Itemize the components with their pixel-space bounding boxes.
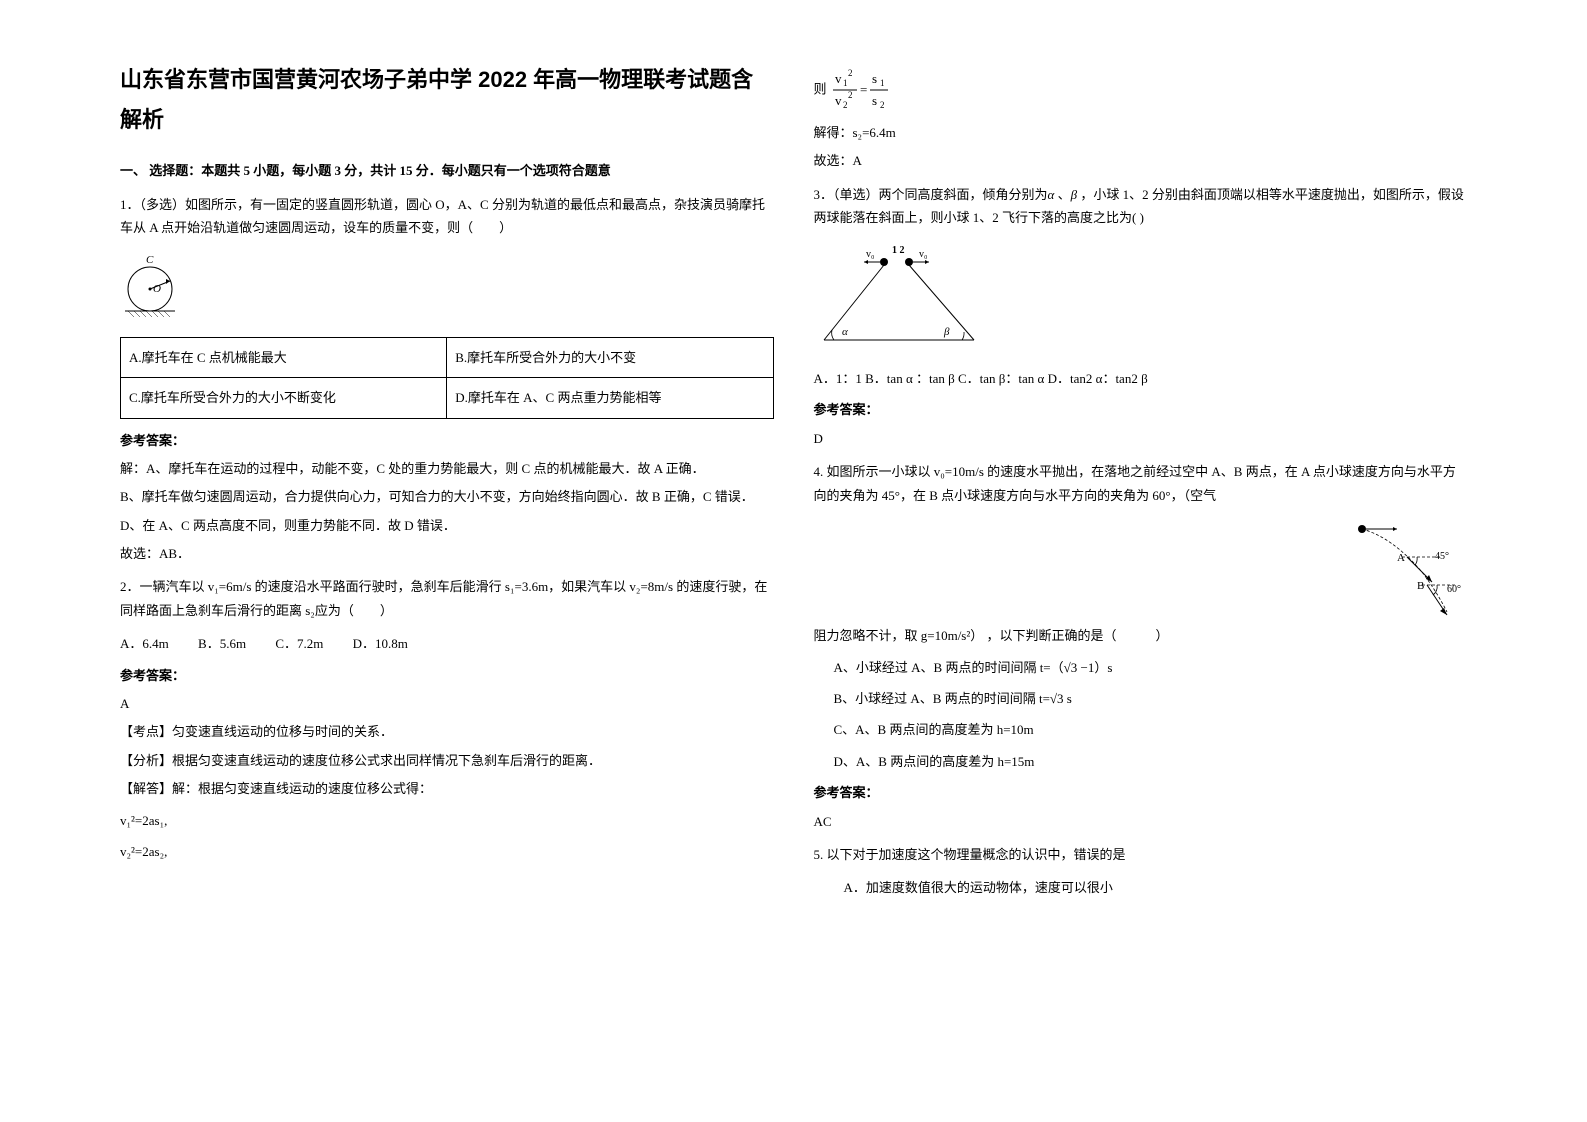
svg-text:v₀: v₀ <box>866 249 875 260</box>
answer-label: 参考答案： <box>120 664 774 687</box>
svg-text:s: s <box>872 93 877 108</box>
q4-optC: C、A、B 两点间的高度差为 h=10m <box>814 718 1468 741</box>
section-header: 一、 选择题：本题共 5 小题，每小题 3 分，共计 15 分．每小题只有一个选… <box>120 159 774 182</box>
svg-text:1 2: 1 2 <box>892 245 905 256</box>
svg-text:=: = <box>860 82 867 97</box>
q2-optB: B．5.6m <box>198 636 246 651</box>
svg-text:β: β <box>943 326 950 338</box>
q4-optD: D、A、B 两点间的高度差为 h=15m <box>814 750 1468 773</box>
svg-text:O: O <box>153 283 161 295</box>
svg-text:v: v <box>835 93 842 108</box>
svg-text:2: 2 <box>843 100 848 110</box>
q4-answer: AC <box>814 810 1468 833</box>
svg-text:v₀: v₀ <box>919 249 928 260</box>
svg-text:B: B <box>1417 580 1424 592</box>
question-1: 1．（多选）如图所示，有一固定的竖直圆形轨道，圆心 O，A、C 分别为轨道的最低… <box>120 193 774 240</box>
opt-label: A <box>129 350 138 365</box>
svg-text:2: 2 <box>848 90 853 100</box>
q2-formula1: v₁²=2as₁, <box>120 809 774 832</box>
svg-text:1: 1 <box>880 78 885 88</box>
answer-label: 参考答案： <box>120 429 774 452</box>
q2-point: 【考点】匀变速直线运动的位移与时间的关系． <box>120 720 774 743</box>
q2-optA: A．6.4m <box>120 636 169 651</box>
q2-optC: C．7.2m <box>275 636 323 651</box>
svg-text:s: s <box>872 71 877 86</box>
q3-answer: D <box>814 427 1468 450</box>
q2-conclusion: 故选：A <box>814 149 1468 172</box>
q2-formula3: 则 v12 v22 = s1 s2 <box>814 68 1468 113</box>
q4-optB: B、小球经过 A、B 两点的时间间隔 t=√3 s <box>814 687 1468 710</box>
q2-analysis: 【分析】根据匀变速直线运动的速度位移公式求出同样情况下急刹车后滑行的距离． <box>120 749 774 772</box>
svg-text:45°: 45° <box>1435 551 1449 562</box>
projectile-diagram: A 45° B 60° <box>1347 517 1467 624</box>
q1-optA: 摩托车在 C 点机械能最大 <box>142 350 287 365</box>
q3-options: A．1：1 B．tan α ：tan β C．tan β：tan α D．tan… <box>814 367 1468 390</box>
formula-prefix: 则 <box>814 81 827 96</box>
question-3: 3．（单选）两个同高度斜面，倾角分别为α 、β ，小球 1、2 分别由斜面顶端以… <box>814 183 1468 230</box>
q3-text-p2: 、 <box>1058 187 1071 202</box>
q1-optC: 摩托车所受合外力的大小不断变化 <box>141 390 336 405</box>
svg-text:v: v <box>835 71 842 86</box>
q4-text2: 阻力忽略不计，取 g=10m/s²） ，以下判断正确的是（ ） <box>814 624 1468 647</box>
document-title: 山东省东营市国营黄河农场子弟中学 2022 年高一物理联考试题含解析 <box>120 60 774 139</box>
q1-explain2: B、摩托车做匀速圆周运动，合力提供向心力，可知合力的大小不变，方向始终指向圆心．… <box>120 485 774 508</box>
svg-text:60°: 60° <box>1447 584 1461 595</box>
q2-answer: A <box>120 692 774 715</box>
q2-formula2: v₂²=2as₂, <box>120 840 774 863</box>
question-4: 4. 如图所示一小球以 v₀=10m/s 的速度水平抛出，在落地之前经过空中 A… <box>814 460 1468 507</box>
triangle-diagram: α β v₀ v₀ 1 2 <box>814 240 1468 357</box>
q1-optB: 摩托车所受合外力的大小不变 <box>467 350 636 365</box>
question-2: 2．一辆汽车以 v₁=6m/s 的速度沿水平路面行驶时，急刹车后能滑行 s₁=3… <box>120 575 774 622</box>
svg-text:1: 1 <box>843 78 848 88</box>
q2-solve: 【解答】解：根据匀变速直线运动的速度位移公式得： <box>120 777 774 800</box>
question-5: 5. 以下对于加速度这个物理量概念的认识中，错误的是 <box>814 843 1468 866</box>
svg-text:A: A <box>1397 552 1405 564</box>
svg-text:2: 2 <box>848 68 853 78</box>
opt-label: D <box>455 390 464 405</box>
q4-optA: A、小球经过 A、B 两点的时间间隔 t=（√3 −1）s <box>814 656 1468 679</box>
q2-options: A．6.4m B．5.6m C．7.2m D．10.8m <box>120 632 774 655</box>
q1-explain3: D、在 A、C 两点高度不同，则重力势能不同．故 D 错误． <box>120 514 774 537</box>
q1-options-table: A.摩托车在 C 点机械能最大 B.摩托车所受合外力的大小不变 C.摩托车所受合… <box>120 337 774 419</box>
opt-label: B <box>455 350 464 365</box>
q1-explain1: 解：A、摩托车在运动的过程中，动能不变，C 处的重力势能最大，则 C 点的机械能… <box>120 457 774 480</box>
q2-optD: D．10.8m <box>353 636 408 651</box>
svg-text:2: 2 <box>880 100 885 110</box>
q5-optA: A．加速度数值很大的运动物体，速度可以很小 <box>814 876 1468 899</box>
answer-label: 参考答案： <box>814 398 1468 421</box>
answer-label: 参考答案： <box>814 781 1468 804</box>
svg-text:C: C <box>146 254 154 266</box>
q3-text-p1: 3．（单选）两个同高度斜面，倾角分别为 <box>814 187 1048 202</box>
opt-label: C <box>129 390 138 405</box>
q2-solve2: 解得：s₂=6.4m <box>814 121 1468 144</box>
svg-text:α: α <box>842 326 848 338</box>
circle-diagram: C O <box>120 249 774 326</box>
q1-optD: 摩托车在 A、C 两点重力势能相等 <box>468 390 662 405</box>
q1-conclusion: 故选：AB． <box>120 542 774 565</box>
